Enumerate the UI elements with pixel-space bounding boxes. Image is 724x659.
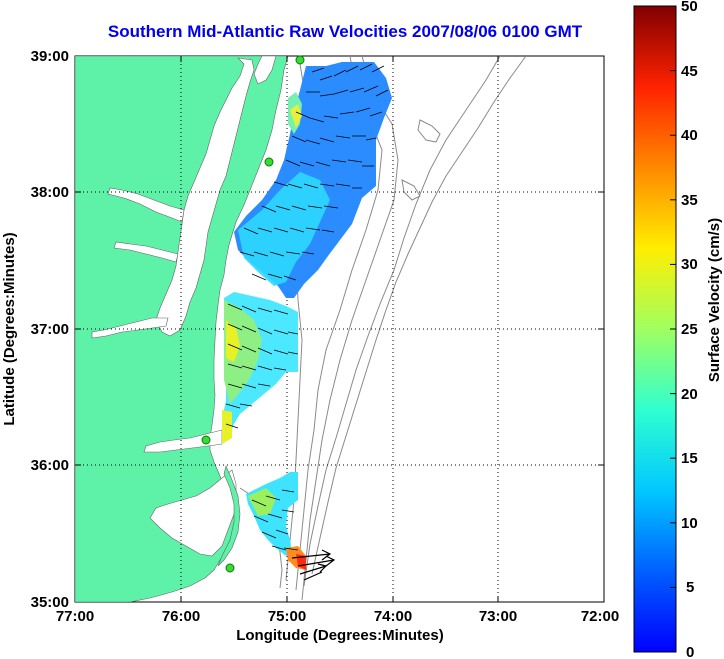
strong-velocity-vectors — [291, 549, 336, 581]
colorbar — [633, 5, 677, 653]
y-tick-label: 35:00 — [31, 594, 69, 611]
axis-ticks — [75, 56, 604, 602]
x-tick-label: 76:00 — [162, 608, 200, 625]
chesapeake-bay — [155, 57, 255, 337]
velocity-patch-middle-yellow2 — [222, 410, 232, 444]
velocity-vectors — [225, 63, 389, 551]
y-tick-label: 36:00 — [31, 457, 69, 474]
colorbar-tick-label: 40 — [681, 127, 698, 144]
radar-site-marker — [225, 563, 235, 573]
y-tick-label: 37:00 — [31, 321, 69, 338]
radar-site-markers — [201, 55, 305, 573]
colorbar-tick-label: 35 — [681, 192, 698, 209]
colorbar-ticks — [670, 5, 676, 653]
y-tick-label: 39:00 — [31, 48, 69, 65]
colorbar-tick-label: 5 — [686, 579, 694, 596]
rappahannock-river — [113, 241, 179, 263]
radar-site-marker — [201, 435, 211, 445]
velocity-patch-north-light — [238, 172, 330, 286]
x-tick-label: 74:00 — [374, 608, 412, 625]
velocity-patch-south-green — [248, 488, 276, 516]
x-tick-label: 77:00 — [56, 608, 94, 625]
colorbar-tick-label: 0 — [686, 644, 694, 659]
y-tick-label: 38:00 — [31, 184, 69, 201]
colorbar-tick-label: 30 — [681, 256, 698, 273]
colorbar-tick-label: 45 — [681, 63, 698, 80]
james-river — [91, 317, 169, 339]
outer-banks — [217, 465, 241, 567]
albemarle-sound — [143, 429, 223, 453]
x-tick-label: 72:00 — [581, 608, 619, 625]
colorbar-label: Surface Velocity (cm/s) — [706, 218, 723, 382]
y-axis-label: Latitude (Degrees:Minutes) — [1, 232, 18, 425]
colorbar-tick-label: 10 — [681, 515, 698, 532]
radar-site-marker — [264, 157, 274, 167]
velocity-patch-north-yellow — [290, 104, 302, 128]
colorbar-tick-label: 50 — [681, 0, 698, 15]
delaware-bay — [253, 56, 277, 85]
x-axis-label: Longitude (Degrees:Minutes) — [236, 627, 444, 644]
colorbar-tick-label: 25 — [681, 321, 698, 338]
colorbar-tick-label: 20 — [681, 386, 698, 403]
x-tick-label: 73:00 — [479, 608, 517, 625]
potomac-river — [107, 187, 185, 223]
map-title: Southern Mid-Atlantic Raw Velocities 200… — [107, 22, 583, 41]
radar-site-marker — [295, 55, 305, 65]
colorbar-tick-label: 15 — [681, 450, 698, 467]
velocity-patch-middle-yellow — [226, 320, 240, 362]
x-tick-label: 75:00 — [268, 608, 306, 625]
